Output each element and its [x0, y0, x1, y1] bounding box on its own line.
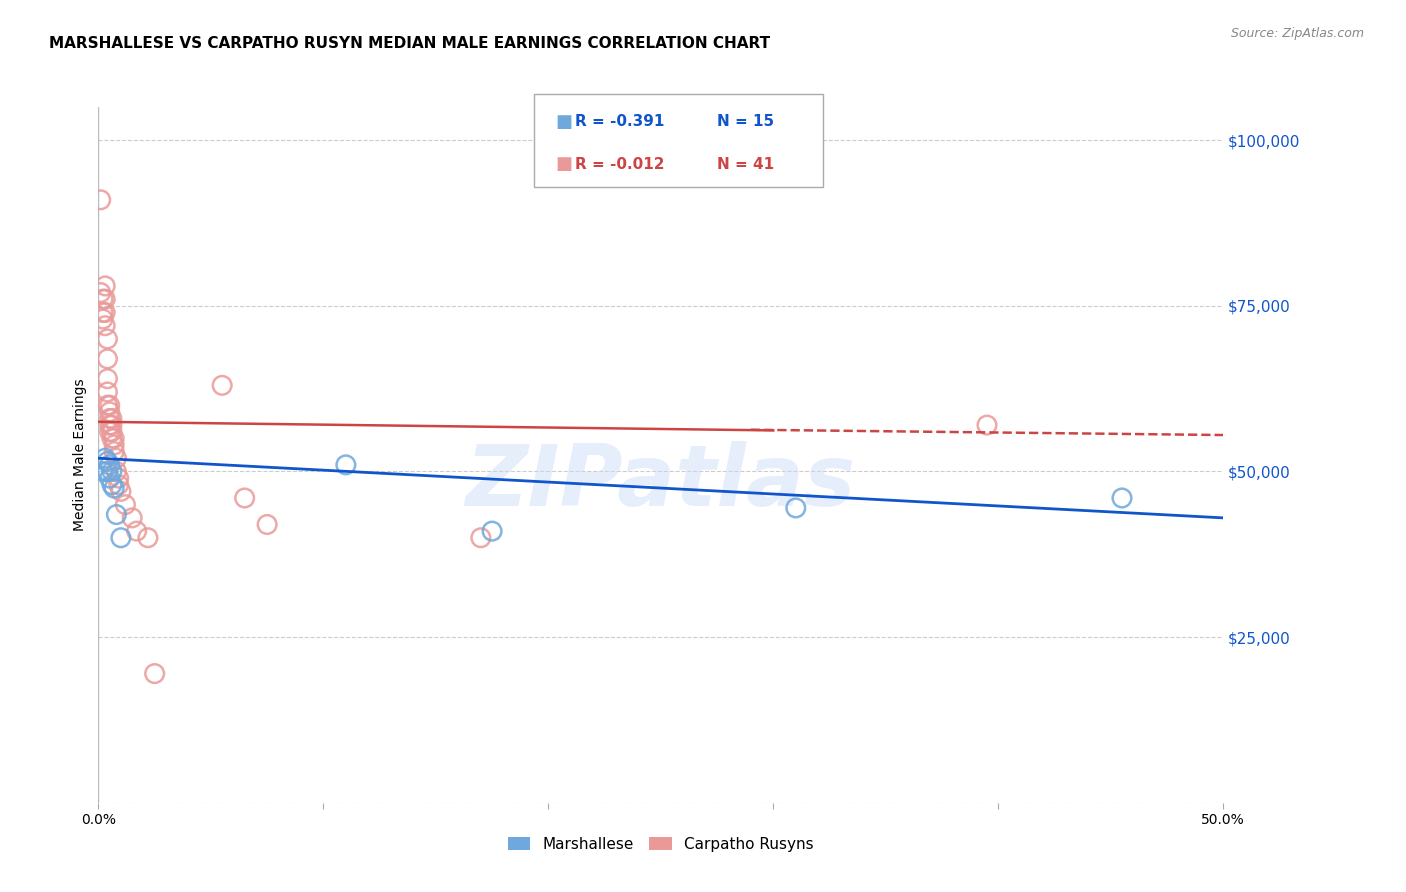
Point — [785, 500, 807, 515]
Point — [98, 398, 121, 412]
Point — [114, 498, 136, 512]
Point — [256, 517, 278, 532]
Point — [98, 405, 121, 419]
Point — [90, 193, 112, 207]
Point — [94, 318, 117, 333]
Text: ■: ■ — [555, 113, 572, 131]
Text: N = 41: N = 41 — [717, 157, 775, 172]
Point — [98, 418, 121, 433]
Point — [101, 425, 124, 439]
Point — [91, 465, 114, 479]
Point — [94, 279, 117, 293]
Point — [110, 484, 132, 499]
Point — [107, 471, 129, 485]
Text: R = -0.391: R = -0.391 — [575, 114, 665, 129]
Point — [91, 292, 114, 306]
Point — [976, 418, 998, 433]
Point — [101, 418, 124, 433]
Point — [105, 465, 128, 479]
Point — [101, 465, 124, 479]
Point — [103, 438, 125, 452]
Point — [136, 531, 159, 545]
Point — [96, 454, 118, 468]
Point — [121, 511, 143, 525]
Point — [470, 531, 492, 545]
Point — [125, 524, 148, 538]
Point — [98, 458, 121, 472]
Point — [103, 481, 125, 495]
Point — [96, 372, 118, 386]
Point — [101, 431, 124, 445]
Point — [98, 425, 121, 439]
Point — [1111, 491, 1133, 505]
Point — [96, 465, 118, 479]
Point — [94, 305, 117, 319]
Point — [101, 411, 124, 425]
Text: R = -0.012: R = -0.012 — [575, 157, 665, 172]
Point — [90, 285, 112, 300]
Text: Source: ZipAtlas.com: Source: ZipAtlas.com — [1230, 27, 1364, 40]
Text: ■: ■ — [555, 155, 572, 173]
Point — [103, 431, 125, 445]
Point — [96, 384, 118, 399]
Point — [105, 451, 128, 466]
Point — [481, 524, 503, 538]
Point — [101, 477, 124, 491]
Point — [94, 292, 117, 306]
Point — [105, 508, 128, 522]
Point — [98, 411, 121, 425]
Point — [107, 477, 129, 491]
Point — [103, 444, 125, 458]
Point — [98, 471, 121, 485]
Point — [233, 491, 256, 505]
Point — [211, 378, 233, 392]
Legend: Marshallese, Carpatho Rusyns: Marshallese, Carpatho Rusyns — [502, 830, 820, 858]
Text: MARSHALLESE VS CARPATHO RUSYN MEDIAN MALE EARNINGS CORRELATION CHART: MARSHALLESE VS CARPATHO RUSYN MEDIAN MAL… — [49, 36, 770, 51]
Point — [94, 451, 117, 466]
Point — [96, 398, 118, 412]
Text: ZIPatlas: ZIPatlas — [465, 442, 856, 524]
Y-axis label: Median Male Earnings: Median Male Earnings — [73, 378, 87, 532]
Point — [91, 305, 114, 319]
Point — [335, 458, 357, 472]
Point — [91, 312, 114, 326]
Point — [96, 351, 118, 366]
Point — [96, 332, 118, 346]
Text: N = 15: N = 15 — [717, 114, 775, 129]
Point — [143, 666, 166, 681]
Point — [110, 531, 132, 545]
